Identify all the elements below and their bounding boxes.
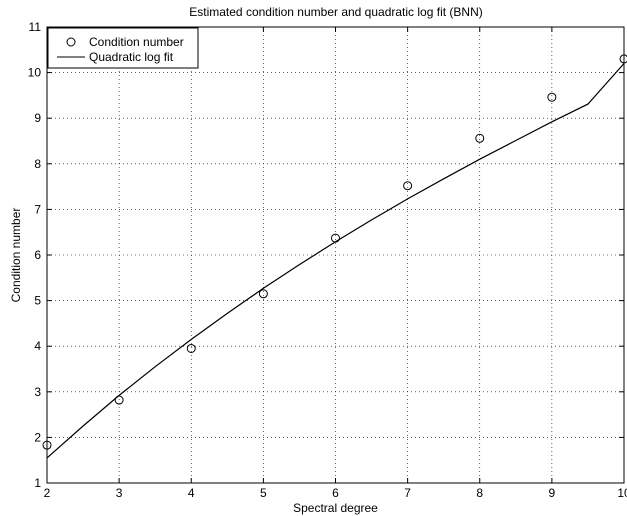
y-tick-label: 9 [34,111,41,125]
y-tick-label: 7 [34,202,41,216]
condition-number-point [619,54,627,64]
x-tick-label: 10 [617,486,627,500]
y-tick-label: 2 [34,430,41,444]
condition-number-point [331,233,340,243]
x-tick-label: 5 [260,486,267,500]
x-tick-label: 7 [404,486,411,500]
condition-number-point [475,133,485,143]
x-tick-label: 3 [116,486,123,500]
y-tick-label: 8 [34,157,41,171]
condition-number-point [258,289,268,299]
x-tick-label: 4 [188,486,195,500]
fit-line-layer [46,63,625,459]
condition-number-point [114,395,124,405]
y-tick-label: 1 [34,476,41,490]
legend-box [47,27,199,69]
condition-number-point [547,92,557,102]
legend-circle-marker [66,37,76,47]
data-markers [42,54,627,450]
x-tick-label: 6 [332,486,339,500]
x-tick-label: 2 [44,486,51,500]
y-tick-label: 3 [34,385,41,399]
legend-label-quadratic-fit: Quadratic log fit [89,50,174,64]
condition-number-point [42,440,52,450]
x-axis-tick-labels: 2 3 4 5 6 7 8 9 10 [44,486,627,500]
condition-number-point [403,181,413,191]
x-tick-label: 9 [549,486,556,500]
y-tick-label: 4 [34,339,41,353]
y-tick-label: 11 [29,20,42,34]
y-axis-tick-labels: 1 2 3 4 5 6 7 8 9 10 11 [28,20,42,490]
chart-title: Estimated condition number and quadratic… [189,5,482,19]
legend: Condition number Quadratic log fit [47,27,199,69]
y-tick-label: 6 [34,248,41,262]
y-axis-title: Condition number [9,208,23,303]
quadratic-log-fit-line [46,63,625,459]
x-tick-label: 8 [476,486,483,500]
legend-label-condition-number: Condition number [89,35,184,49]
x-axis-title: Spectral degree [293,501,378,515]
grid-lines [47,27,624,483]
condition-number-point [186,343,196,353]
y-tick-label: 10 [28,66,42,80]
y-tick-label: 5 [34,294,41,308]
